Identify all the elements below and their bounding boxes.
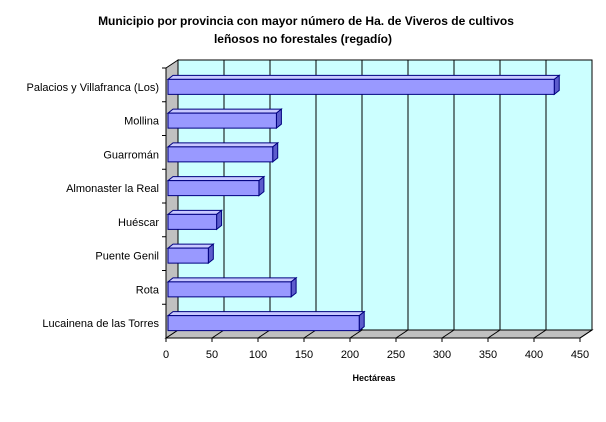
bar-side-face bbox=[216, 209, 223, 231]
bar-1 bbox=[166, 74, 561, 96]
bar-top-face bbox=[166, 243, 215, 249]
x-tick-label: 0 bbox=[163, 349, 169, 361]
gridline-floor bbox=[533, 329, 547, 339]
bar-top-face bbox=[166, 209, 224, 215]
bar-2 bbox=[166, 108, 283, 130]
y-axis: Palacios y Villafranca (Los) Mollina Guarr… bbox=[27, 67, 167, 338]
bar-3 bbox=[166, 141, 280, 163]
bar-7 bbox=[166, 276, 298, 298]
x-tick-label: 350 bbox=[479, 349, 497, 361]
bar-side-face bbox=[358, 310, 365, 332]
bar-front-face bbox=[167, 146, 274, 163]
bar-front-face bbox=[167, 78, 555, 95]
chart-title-line-1: Municipio por provincia con mayor número… bbox=[98, 14, 514, 28]
gridline-floor bbox=[303, 329, 317, 339]
chart-title-line-2: leñosos no forestales (regadío) bbox=[213, 32, 393, 46]
bar-side-face bbox=[207, 243, 214, 265]
gridline-floor bbox=[487, 329, 501, 339]
bar-top-face bbox=[166, 311, 366, 317]
bar-top-face bbox=[166, 74, 561, 80]
bar-front-face bbox=[167, 213, 218, 230]
x-tick-group: 100 bbox=[249, 349, 267, 361]
gridline-floor bbox=[257, 329, 271, 339]
bar-side-face bbox=[290, 276, 297, 298]
x-tick-group: 350 bbox=[479, 349, 497, 361]
bar-top-face bbox=[166, 108, 283, 114]
y-tick-label: Puente Genil bbox=[95, 251, 159, 263]
bar-side-face bbox=[275, 108, 282, 130]
x-tick-label: 300 bbox=[433, 349, 451, 361]
bar-8 bbox=[166, 310, 366, 332]
bar-top-face bbox=[166, 142, 280, 148]
x-tick-group: 450 bbox=[571, 349, 589, 361]
bar-top-face bbox=[166, 277, 298, 283]
bar-4 bbox=[166, 175, 266, 197]
x-tick-label: 250 bbox=[387, 349, 405, 361]
gridline-floor bbox=[349, 329, 363, 339]
x-tick-group: 50 bbox=[206, 349, 218, 361]
gridline-floor bbox=[441, 329, 455, 339]
x-axis: 0 50 100 150 200 250 300 350 400 450 bbox=[163, 337, 589, 361]
bar-side-face bbox=[553, 74, 560, 96]
y-tick-label: Palacios y Villafranca (Los) bbox=[27, 82, 159, 94]
bar-front-face bbox=[167, 180, 260, 197]
x-tick-label: 450 bbox=[571, 349, 589, 361]
x-tick-label: 400 bbox=[525, 349, 543, 361]
bars bbox=[166, 74, 561, 332]
gridline-floor bbox=[211, 329, 225, 339]
y-tick-label: Mollina bbox=[124, 116, 160, 128]
x-tick-group: 150 bbox=[295, 349, 313, 361]
x-tick-label: 150 bbox=[295, 349, 313, 361]
gridline-floor bbox=[579, 329, 593, 339]
y-tick-label: Huéscar bbox=[118, 217, 159, 229]
y-tick-label: Almonaster la Real bbox=[66, 183, 159, 195]
x-tick-group: 250 bbox=[387, 349, 405, 361]
y-tick-label: Guarromán bbox=[103, 149, 159, 161]
x-tick-group: 400 bbox=[525, 349, 543, 361]
y-tick-label: Lucainena de las Torres bbox=[42, 318, 159, 330]
y-tick-label: Rota bbox=[136, 284, 160, 296]
x-tick-group: 200 bbox=[341, 349, 359, 361]
x-tick-group: 0 bbox=[163, 349, 169, 361]
bar-front-face bbox=[167, 315, 360, 332]
bar-front-face bbox=[167, 112, 277, 129]
x-tick-label: 50 bbox=[206, 349, 218, 361]
bar-front-face bbox=[167, 281, 292, 298]
x-tick-group: 300 bbox=[433, 349, 451, 361]
bar-top-face bbox=[166, 176, 266, 182]
bar-6 bbox=[166, 243, 215, 265]
gridline-floor bbox=[395, 329, 409, 339]
x-tick-label: 100 bbox=[249, 349, 267, 361]
x-tick-label: 200 bbox=[341, 349, 359, 361]
bar-front-face bbox=[167, 247, 209, 264]
x-axis-label: Hectáreas bbox=[352, 373, 395, 383]
bar-side-face bbox=[272, 141, 279, 163]
bar-side-face bbox=[258, 175, 265, 197]
bar-5 bbox=[166, 209, 224, 231]
plot-floor bbox=[164, 329, 594, 339]
